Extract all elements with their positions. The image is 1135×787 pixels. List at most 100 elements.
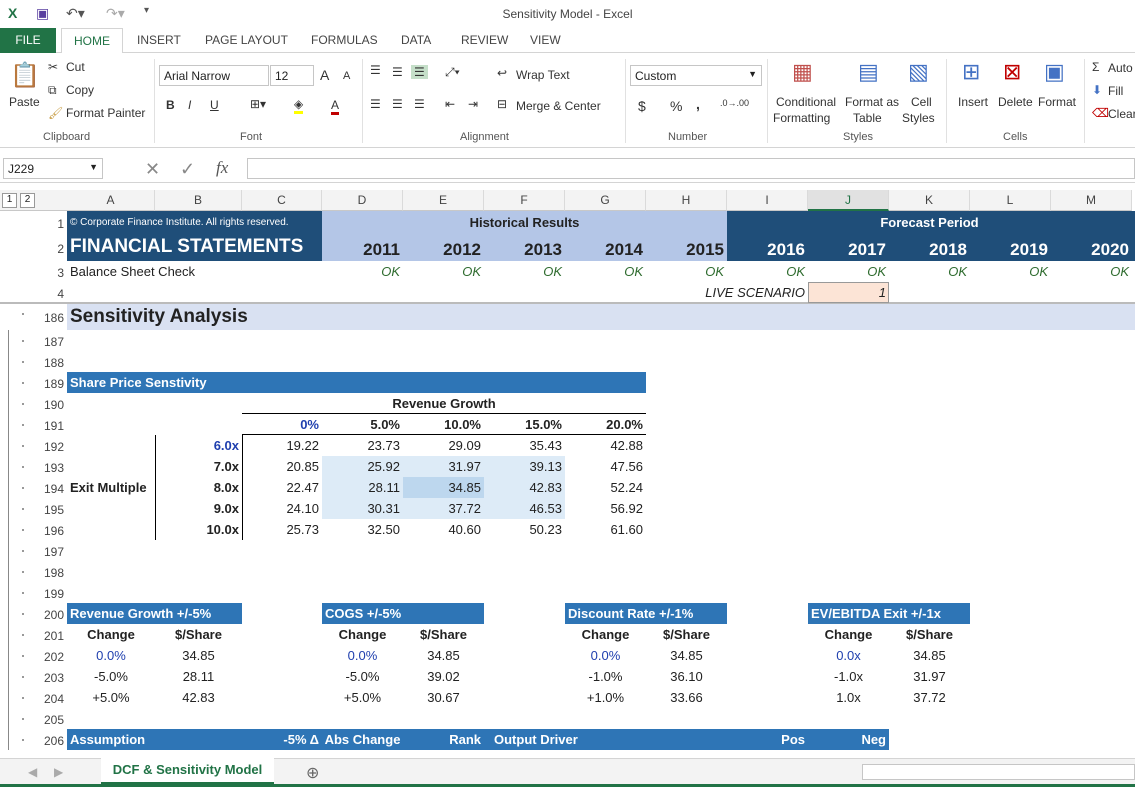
cell-g3[interactable]: OK (624, 264, 643, 279)
cell-c206[interactable]: -5% Δ (283, 732, 319, 747)
cell-e1[interactable]: Historical Results (469, 214, 580, 230)
enter-icon[interactable]: ✓ (180, 159, 196, 179)
italic-button[interactable]: I (188, 98, 192, 112)
row-header-202[interactable]: 202 (43, 650, 64, 664)
cell-j206[interactable]: Neg (861, 732, 886, 747)
name-box[interactable]: J229 ▼ (3, 158, 103, 179)
cell-h204[interactable]: 33.66 (670, 690, 703, 705)
comma-button[interactable]: , (696, 96, 700, 112)
cell-i3[interactable]: OK (786, 264, 805, 279)
cell-e194[interactable]: 34.85 (448, 480, 481, 495)
cell-k203[interactable]: 31.97 (913, 669, 946, 684)
row-header-192[interactable]: 192 (43, 440, 64, 454)
cell-b195[interactable]: 9.0x (213, 501, 239, 516)
merge-center-icon[interactable]: ⊟ (497, 97, 508, 111)
cell-i4[interactable]: LIVE SCENARIO (705, 285, 805, 300)
percent-button[interactable]: % (670, 98, 683, 114)
align-left-icon[interactable]: ☰ (370, 97, 381, 111)
row-header-191[interactable]: 191 (43, 419, 64, 433)
insert-cells-button[interactable]: Insert (958, 95, 989, 109)
row-header-2[interactable]: 2 (57, 242, 64, 256)
cell-g196[interactable]: 61.60 (610, 522, 643, 537)
cell-e206[interactable]: Rank (449, 732, 481, 747)
cell-e193[interactable]: 31.97 (448, 459, 481, 474)
cut-button[interactable]: Cut (66, 60, 85, 74)
autosum-icon[interactable]: Σ (1092, 60, 1100, 74)
cell-b196[interactable]: 10.0x (206, 522, 239, 537)
cell-c192[interactable]: 19.22 (286, 438, 319, 453)
cell-g2[interactable]: 2014 (605, 240, 643, 259)
cell-j200[interactable]: EV/EBITDA Exit +/-1x (811, 606, 941, 621)
row-header-189[interactable]: 189 (43, 377, 64, 391)
cell-f191[interactable]: 15.0% (525, 417, 562, 432)
save-icon[interactable]: ▣ (36, 5, 50, 21)
cell-a200[interactable]: Revenue Growth +/-5% (70, 606, 212, 621)
copy-button[interactable]: Copy (66, 83, 95, 97)
wrap-text-icon[interactable]: ↩ (497, 66, 508, 80)
redo-icon[interactable]: ↷▾ (106, 5, 125, 21)
cut-icon[interactable]: ✂ (48, 60, 59, 74)
column-header-c[interactable]: C (242, 190, 322, 211)
cell-k202[interactable]: 34.85 (913, 648, 946, 663)
cell-g195[interactable]: 56.92 (610, 501, 643, 516)
cell-f194[interactable]: 42.83 (529, 480, 562, 495)
cell-e192[interactable]: 29.09 (448, 438, 481, 453)
cell-a3[interactable]: Balance Sheet Check (70, 264, 196, 279)
wrap-text-button[interactable]: Wrap Text (516, 68, 570, 82)
cell-b192[interactable]: 6.0x (213, 438, 239, 453)
cell-d193[interactable]: 25.92 (367, 459, 400, 474)
format-as-table-icon[interactable]: ▤ (858, 59, 879, 84)
cancel-icon[interactable]: ✕ (145, 159, 161, 179)
cell-c195[interactable]: 24.10 (286, 501, 319, 516)
currency-button[interactable]: $ (638, 98, 646, 114)
column-header-l[interactable]: L (970, 190, 1051, 211)
decrease-indent-icon[interactable]: ⇤ (445, 97, 456, 111)
row-header-195[interactable]: 195 (43, 503, 64, 517)
cell-b202[interactable]: 34.85 (182, 648, 215, 663)
cell-h201[interactable]: $/Share (663, 627, 710, 642)
column-header-k[interactable]: K (889, 190, 970, 211)
cell-g204[interactable]: +1.0% (586, 690, 625, 705)
cell-e2[interactable]: 2012 (443, 240, 481, 259)
row-header-193[interactable]: 193 (43, 461, 64, 475)
sheet-tab-dcf-sensitivity-model[interactable]: DCF & Sensitivity Model (101, 758, 274, 784)
row-header-4[interactable]: 4 (57, 287, 64, 301)
cell-i2[interactable]: 2016 (767, 240, 805, 259)
cell-d202[interactable]: 0.0% (347, 648, 378, 663)
fill-button[interactable]: Fill (1108, 84, 1124, 98)
fill-color-icon[interactable]: ◈ (294, 97, 304, 114)
font-color-button[interactable]: A (331, 98, 340, 115)
cell-b203[interactable]: 28.11 (182, 669, 215, 684)
row-header-204[interactable]: 204 (43, 692, 64, 706)
formula-input[interactable] (247, 158, 1135, 179)
cell-j203[interactable]: -1.0x (834, 669, 863, 684)
scroll-left-icon[interactable]: ◀ (28, 765, 38, 779)
cell-g200[interactable]: Discount Rate +/-1% (568, 606, 694, 621)
outline-level-1-button[interactable]: 1 (2, 193, 17, 208)
cell-k1[interactable]: Forecast Period (880, 214, 979, 230)
cell-f196[interactable]: 50.23 (529, 522, 562, 537)
cell-g203[interactable]: -1.0% (588, 669, 623, 684)
grow-font-button[interactable]: A (320, 67, 330, 83)
font-name-select[interactable]: Arial Narrow (159, 65, 269, 86)
cell-e3[interactable]: OK (462, 264, 481, 279)
format-as-table-button[interactable]: Format as (845, 95, 900, 109)
cell-k2[interactable]: 2018 (929, 240, 967, 259)
cell-e202[interactable]: 34.85 (427, 648, 460, 663)
bold-button[interactable]: B (166, 98, 175, 112)
increase-decimal-icon[interactable]: .0→.00 (720, 98, 750, 108)
align-right-icon[interactable]: ☰ (414, 97, 425, 111)
column-header-d[interactable]: D (322, 190, 403, 211)
autosum-button[interactable]: Auto (1108, 61, 1133, 75)
cell-g191[interactable]: 20.0% (606, 417, 643, 432)
scroll-right-icon[interactable]: ▶ (54, 765, 64, 779)
cell-d203[interactable]: -5.0% (345, 669, 380, 684)
merge-center-button[interactable]: Merge & Center (516, 99, 601, 113)
format-cells-button[interactable]: Format (1038, 95, 1077, 109)
format-painter-button[interactable]: Format Painter (66, 106, 146, 120)
cell-j201[interactable]: Change (824, 627, 873, 642)
column-header-i[interactable]: I (727, 190, 808, 211)
outline-level-2-button[interactable]: 2 (20, 193, 35, 208)
column-header-f[interactable]: F (484, 190, 565, 211)
row-header-199[interactable]: 199 (43, 587, 64, 601)
